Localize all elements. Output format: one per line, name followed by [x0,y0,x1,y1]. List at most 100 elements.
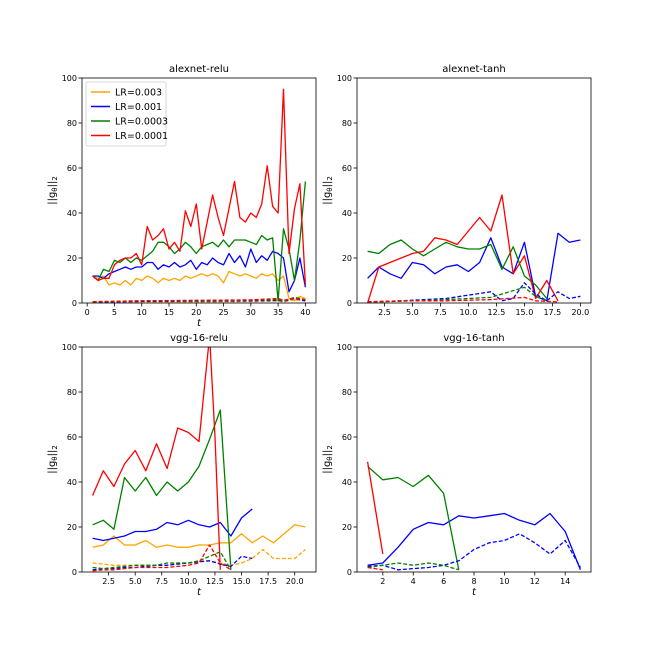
x-tick-label: 4 [411,577,416,586]
y-tick-label: 60 [342,164,352,173]
y-tick-label: 100 [62,343,77,352]
legend-label-lr-0-0001: LR=0.0001 [115,131,168,142]
x-axis-label: t [472,587,477,598]
series-line-lr-0-0003-dashed [92,551,232,571]
x-tick-label: 5 [112,308,117,317]
y-tick-label: 80 [67,388,77,397]
x-tick-label: 7.5 [434,308,447,317]
y-tick-label: 80 [342,388,352,397]
subplot-vgg-16-tanh: 2 4 6 8 10 12 14 0 20 40 60 80 100 vgg-16-tanh t ||gθ||… [322,333,592,598]
series-line-lr-0-0001-dashed [367,296,559,303]
axes-frame [356,346,592,573]
subplot-title: vgg-16-relu [170,333,228,344]
x-tick-label: 2.5 [102,577,115,586]
series-line-lr-0-001-dashed [92,555,253,571]
x-tick-label: 15.0 [233,577,251,586]
legend-label-lr-0-001: LR=0.001 [115,102,162,113]
y-axis-label: ||gθ||2 [47,445,59,474]
x-axis-label: t [197,318,202,329]
x-tick-label: 25 [218,308,228,317]
axes-frame [81,346,317,573]
series-line-lr-0-0001-solid [366,194,559,303]
x-tick-label: 30 [246,308,256,317]
series-line-lr-0-0003-solid [92,181,307,302]
x-tick-label: 7.5 [155,577,168,586]
y-tick-label: 100 [62,74,77,83]
axes-frame [81,77,317,304]
x-tick-label: 12 [530,577,540,586]
axes-frame [356,77,592,304]
legend-box [85,81,167,147]
x-tick-label: 10.0 [459,308,477,317]
series-line-lr-0-001-solid [92,508,253,542]
x-tick-label: 20.0 [571,308,589,317]
y-tick-label: 80 [342,119,352,128]
y-tick-label: 100 [337,343,352,352]
subplot-title: vgg-16-tanh [443,333,504,344]
plot-area [92,88,307,303]
x-tick-label: 10 [499,577,509,586]
x-tick-label: 15 [164,308,174,317]
x-tick-label: 17.5 [259,577,277,586]
series-line-lr-0-003-solid [92,270,306,302]
series-line-lr-0-0003-solid [92,409,232,570]
x-tick-label: 2 [380,577,385,586]
subplot-alexnet-tanh: 2.5 5.0 7.5 10.0 12.5 15.0 17.5 20.0 0 20 40 60 80 10… [322,64,592,317]
y-tick-label: 20 [67,254,77,263]
x-tick-label: 6 [441,577,446,586]
x-tick-label: 14 [560,577,570,586]
y-axis-label: ||gθ||2 [322,445,334,474]
x-tick-label: 5.0 [129,577,142,586]
series-line-lr-0-0003-dashed [367,562,459,571]
plot-area [92,347,306,572]
legend-label-lr-0-003: LR=0.003 [115,88,162,99]
series-line-lr-0-0001-solid [366,461,384,555]
series-line-lr-0-003-dashed [92,548,306,566]
y-tick-label: 20 [67,523,77,532]
y-tick-label: 0 [72,568,77,577]
y-tick-label: 20 [342,523,352,532]
legend: LR=0.003 LR=0.001 LR=0.0003 LR=0.0001 [85,81,168,147]
x-tick-label: 20 [191,308,201,317]
y-tick-label: 40 [67,209,77,218]
series-line-lr-0-001-solid [92,248,307,293]
y-tick-label: 20 [342,254,352,263]
series-line-lr-0-0003-dashed [367,286,548,303]
series-line-lr-0-001-solid [367,232,581,302]
x-tick-label: 15.0 [515,308,533,317]
subplot-vgg-16-relu: 2.5 5.0 7.5 10.0 12.5 15.0 17.5 20.0 0 20 40 60 80 10… [47,333,317,598]
legend-label-lr-0-0003: LR=0.0003 [115,117,168,128]
y-tick-label: 40 [342,209,352,218]
x-tick-label: 12.5 [206,577,224,586]
series-line-lr-0-0001-dashed [92,544,232,572]
y-tick-label: 60 [67,433,77,442]
series-line-lr-0-0001-solid [92,347,221,570]
subplot-title: alexnet-relu [169,64,229,75]
y-tick-label: 40 [342,478,352,487]
y-tick-label: 0 [347,568,352,577]
series-line-lr-0-001-dashed [367,282,581,303]
x-tick-label: 2.5 [378,308,391,317]
x-tick-label: 10.0 [179,577,197,586]
series-line-lr-0-0001-dashed [367,566,383,571]
series-line-lr-0-001-dashed [367,533,581,571]
y-tick-label: 80 [67,119,77,128]
plot-area [366,194,581,303]
y-axis-label: ||gθ||2 [47,176,59,205]
y-axis-label: ||gθ||2 [322,176,334,205]
x-tick-label: 17.5 [543,308,561,317]
y-tick-label: 60 [67,164,77,173]
x-tick-label: 12.5 [487,308,505,317]
x-tick-label: 10 [137,308,147,317]
y-tick-label: 100 [337,74,352,83]
x-tick-label: 20.0 [286,577,304,586]
x-tick-label: 0 [85,308,90,317]
x-tick-label: 8 [471,577,476,586]
subplot-title: alexnet-tanh [442,64,506,75]
y-tick-label: 40 [67,478,77,487]
series-line-lr-0-0001-dashed [92,297,306,303]
y-tick-label: 60 [342,433,352,442]
series-line-lr-0-003-solid [92,524,306,548]
y-tick-label: 0 [347,299,352,308]
